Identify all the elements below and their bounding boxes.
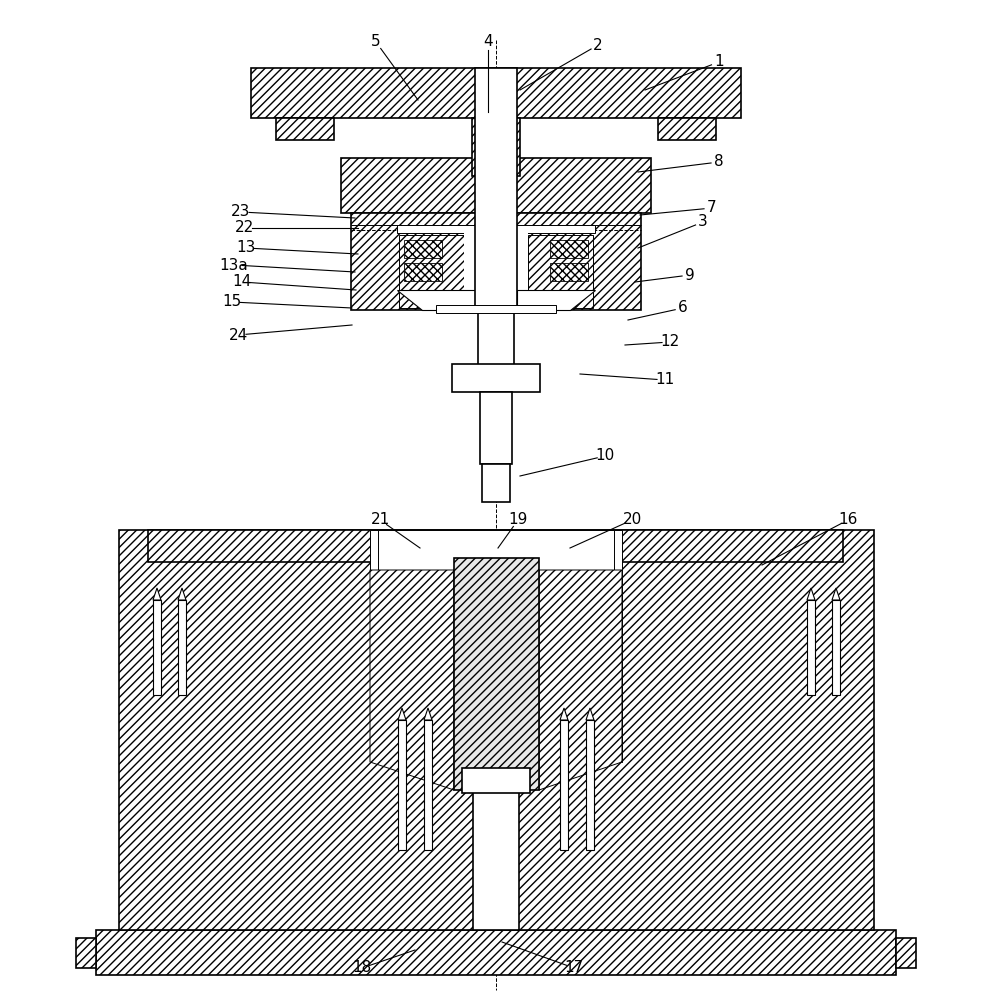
Bar	[251, 68, 741, 118]
Bar	[404, 240, 442, 258]
Text: 15: 15	[222, 294, 241, 310]
Bar	[586, 720, 594, 850]
Bar	[478, 308, 514, 366]
Text: 20: 20	[623, 512, 641, 528]
Text: 1: 1	[714, 54, 724, 70]
Text: 12: 12	[660, 334, 679, 350]
Polygon shape	[153, 588, 161, 600]
Bar	[399, 235, 464, 308]
Text: 17: 17	[564, 960, 584, 976]
Polygon shape	[807, 588, 815, 600]
Text: 6: 6	[678, 300, 688, 316]
Bar	[832, 600, 840, 695]
Text: 23: 23	[231, 205, 250, 220]
Bar	[436, 305, 556, 313]
Text: 18: 18	[353, 960, 371, 976]
Bar	[148, 530, 843, 562]
Polygon shape	[832, 588, 840, 600]
Bar	[473, 790, 519, 930]
Text: 21: 21	[370, 512, 389, 528]
Bar	[276, 118, 334, 140]
Bar	[454, 558, 539, 790]
Bar	[351, 213, 641, 310]
Polygon shape	[560, 708, 568, 720]
Text: 24: 24	[228, 328, 247, 342]
Polygon shape	[398, 708, 406, 720]
Bar	[76, 938, 96, 968]
Bar	[424, 720, 432, 850]
Bar	[462, 768, 530, 793]
Bar	[472, 118, 520, 176]
Text: 7: 7	[707, 200, 717, 216]
Text: 10: 10	[596, 448, 615, 464]
Polygon shape	[178, 588, 186, 600]
Bar	[404, 263, 442, 281]
Text: 13a: 13a	[219, 257, 248, 272]
Bar	[96, 930, 896, 975]
Bar	[550, 240, 588, 258]
Bar	[480, 392, 512, 464]
Text: 22: 22	[234, 221, 253, 235]
Bar	[482, 464, 510, 502]
Bar	[560, 720, 568, 850]
Bar	[153, 600, 161, 695]
Bar	[464, 233, 528, 308]
Text: 4: 4	[484, 34, 493, 49]
Polygon shape	[517, 290, 595, 310]
Text: 14: 14	[232, 274, 251, 290]
Text: 2: 2	[593, 37, 603, 52]
Polygon shape	[424, 708, 432, 720]
Text: 3: 3	[698, 215, 708, 230]
Text: 8: 8	[714, 154, 724, 169]
Bar	[397, 225, 595, 233]
Text: 13: 13	[236, 240, 255, 255]
Polygon shape	[370, 570, 454, 790]
Bar	[119, 530, 874, 930]
Bar	[807, 600, 815, 695]
Bar	[452, 364, 540, 392]
Polygon shape	[586, 708, 594, 720]
Bar	[658, 118, 716, 140]
Bar	[378, 530, 614, 570]
Text: 16: 16	[838, 512, 858, 528]
Bar	[178, 600, 186, 695]
Text: 19: 19	[508, 512, 527, 528]
Polygon shape	[539, 570, 622, 790]
Bar	[486, 128, 506, 166]
Text: 11: 11	[655, 372, 674, 387]
Text: 9: 9	[685, 267, 695, 282]
Polygon shape	[397, 290, 475, 310]
Bar	[475, 68, 517, 308]
Bar	[370, 530, 622, 762]
Bar	[896, 938, 916, 968]
Bar	[398, 720, 406, 850]
Bar	[341, 158, 651, 213]
Text: 5: 5	[371, 34, 380, 49]
Bar	[550, 263, 588, 281]
Bar	[528, 235, 593, 308]
